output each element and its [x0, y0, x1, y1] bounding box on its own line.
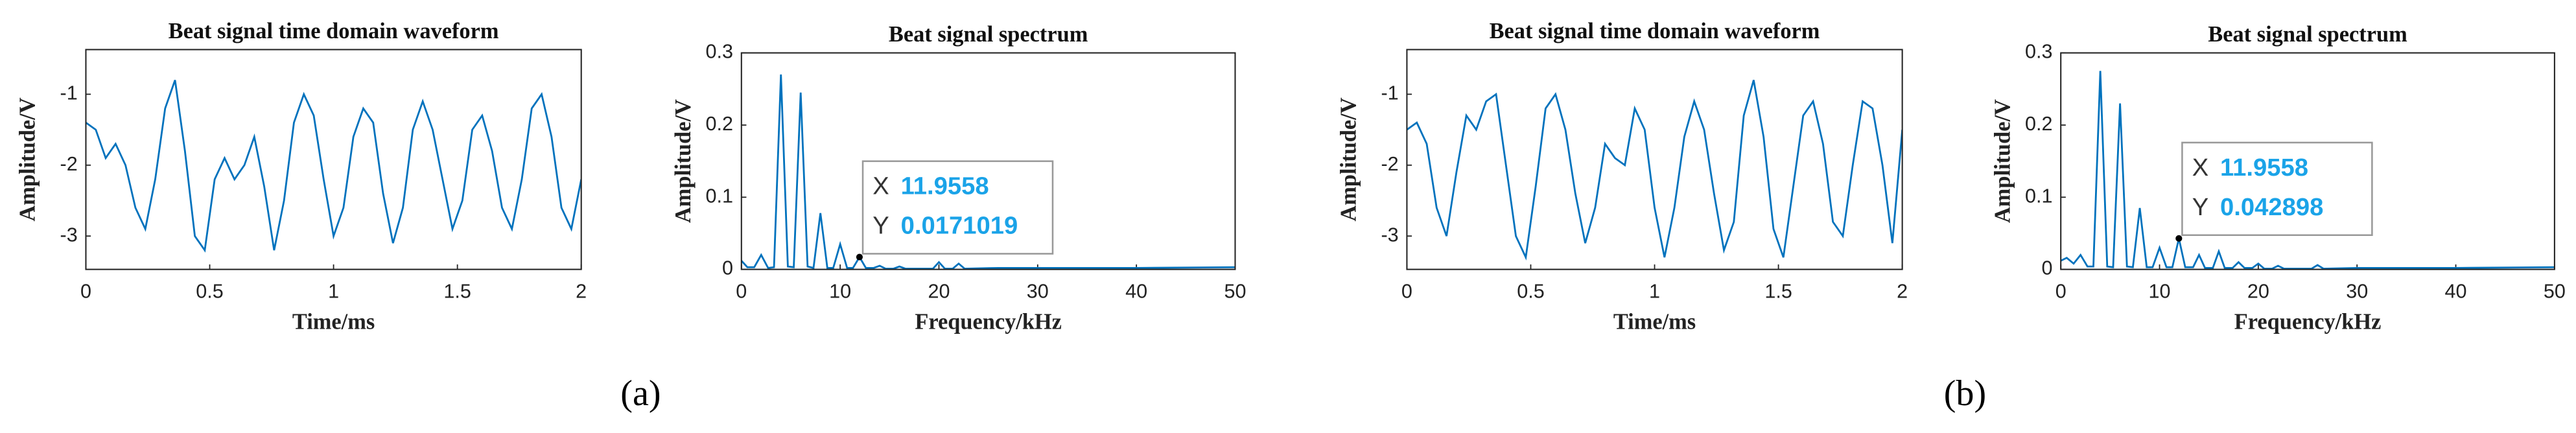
plot-frame	[740, 52, 1236, 270]
panel-label: (a)	[620, 373, 661, 414]
datatip-point	[2175, 235, 2183, 242]
x-tick-label: 2	[1897, 280, 1908, 302]
x-tick-label: 20	[2247, 280, 2269, 302]
y-tick-label: 0.3	[2025, 41, 2052, 63]
panel-label: (b)	[1944, 373, 1986, 414]
datatip-y-label: Y	[2192, 193, 2208, 221]
datatip-y-label: Y	[872, 212, 889, 240]
x-axis-label: Time/ms	[1613, 310, 1696, 334]
x-axis-label: Frequency/kHz	[2234, 310, 2382, 334]
series	[2061, 71, 2555, 270]
datatip-box	[2181, 141, 2373, 237]
x-tick-label: 1	[328, 280, 339, 302]
series	[86, 80, 581, 253]
datatip-x-value: 11.9558	[901, 172, 989, 200]
data-line	[2061, 71, 2555, 270]
chart-title: Beat signal time domain waveform	[1490, 19, 1820, 43]
x-tick-label: 2	[576, 280, 587, 302]
x-tick-label: 30	[1027, 280, 1049, 302]
x-tick-label: 1	[1649, 280, 1660, 302]
data-line	[86, 80, 581, 253]
x-tick-label: 20	[928, 280, 950, 302]
y-tick-label: 0.3	[706, 41, 733, 63]
x-tick-label: 0.5	[196, 280, 223, 302]
plot-area	[1407, 49, 1903, 270]
plot-frame	[2060, 52, 2555, 270]
y-tick-label: -1	[1381, 82, 1398, 104]
x-tick-label: 0	[80, 280, 91, 302]
x-tick-label: 10	[2149, 280, 2171, 302]
datatip-x-label: X	[872, 172, 889, 200]
datatip-y-value: 0.042898	[2220, 193, 2323, 221]
y-tick-label: -3	[1381, 224, 1398, 246]
x-tick-label: 50	[1224, 280, 1246, 302]
x-axis-label: Time/ms	[292, 310, 375, 334]
x-tick-label: 0	[2055, 280, 2067, 302]
y-tick-label: -2	[60, 153, 78, 175]
y-axis-label: Amplitude/V	[1337, 97, 1361, 221]
datatip-x-value: 11.9558	[2220, 154, 2308, 181]
x-tick-label: 1.5	[443, 280, 471, 302]
y-tick-label: -1	[60, 82, 78, 104]
x-tick-label: 0	[1401, 280, 1412, 302]
plot-frame	[1406, 49, 1903, 270]
x-tick-label: 10	[829, 280, 851, 302]
datatip-x-label: X	[2192, 154, 2208, 181]
y-axis-label: Amplitude/V	[1990, 99, 2015, 223]
y-tick-label: 0.2	[706, 113, 733, 135]
chart-title: Beat signal spectrum	[889, 22, 1088, 47]
y-tick-label: -3	[60, 224, 78, 246]
plot-frame	[85, 49, 582, 270]
datatip-box	[861, 160, 1054, 255]
x-tick-label: 40	[2445, 280, 2467, 302]
data-line	[1407, 80, 1903, 261]
x-tick-label: 50	[2544, 280, 2566, 302]
series	[741, 74, 1235, 270]
x-tick-label: 0.5	[1517, 280, 1544, 302]
y-axis-label: Amplitude/V	[671, 99, 696, 223]
x-tick-label: 30	[2346, 280, 2368, 302]
chart-title: Beat signal time domain waveform	[169, 19, 499, 43]
datatip-y-value: 0.0171019	[901, 212, 1018, 240]
y-axis-label: Amplitude/V	[16, 97, 40, 221]
x-tick-label: 1.5	[1764, 280, 1792, 302]
y-tick-label: 0	[722, 257, 733, 279]
data-line	[741, 74, 1235, 270]
y-tick-label: 0.2	[2025, 113, 2052, 135]
series	[1407, 80, 1903, 261]
y-tick-label: 0.1	[706, 185, 733, 207]
x-axis-label: Frequency/kHz	[915, 310, 1062, 334]
y-tick-label: 0	[2041, 257, 2052, 279]
datatip-point	[856, 253, 863, 261]
x-tick-label: 0	[736, 280, 747, 302]
y-tick-label: 0.1	[2025, 185, 2052, 207]
x-tick-label: 40	[1125, 280, 1147, 302]
y-tick-label: -2	[1381, 153, 1398, 175]
chart-title: Beat signal spectrum	[2208, 22, 2407, 47]
